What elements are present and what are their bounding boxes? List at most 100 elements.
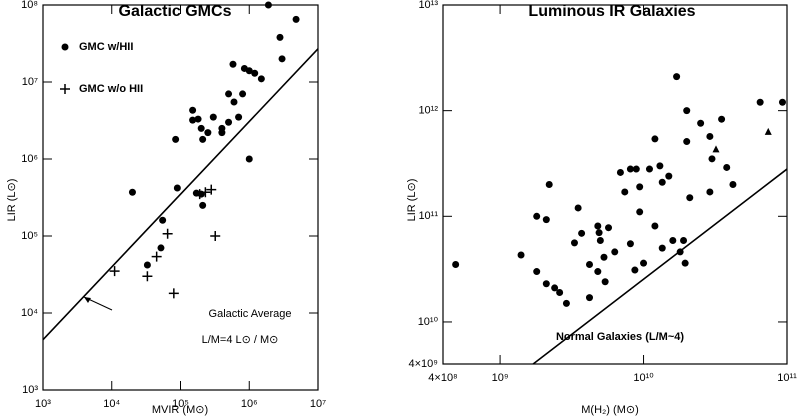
data-point bbox=[578, 229, 586, 237]
x-tick-label: 10¹⁰ bbox=[633, 372, 654, 384]
data-point bbox=[680, 237, 688, 245]
annotation: L/M=4 L⊙ / M⊙ bbox=[202, 334, 279, 346]
data-point bbox=[292, 15, 300, 23]
data-point bbox=[545, 181, 553, 188]
data-point bbox=[151, 251, 162, 262]
data-point bbox=[686, 194, 694, 202]
data-point bbox=[159, 216, 167, 224]
data-point bbox=[240, 64, 248, 72]
data-point bbox=[189, 106, 197, 114]
chart-title: Luminous IR Galaxies bbox=[528, 3, 695, 20]
data-point bbox=[225, 90, 233, 98]
data-point bbox=[636, 183, 644, 191]
data-point bbox=[157, 244, 165, 252]
data-point bbox=[723, 163, 731, 171]
data-point bbox=[239, 90, 247, 98]
y-tick-label: 10¹³ bbox=[418, 0, 438, 11]
data-point bbox=[756, 98, 764, 106]
plot-frame bbox=[442, 4, 788, 365]
data-point bbox=[517, 251, 525, 259]
y-tick-label: 4×10⁹ bbox=[409, 358, 439, 370]
data-point bbox=[143, 261, 151, 269]
data-point bbox=[651, 135, 659, 143]
legend-marker bbox=[60, 84, 70, 94]
x-tick-label: 10⁴ bbox=[103, 398, 120, 410]
data-point bbox=[173, 184, 181, 192]
x-tick-label: 10⁶ bbox=[241, 398, 258, 410]
plot-frame bbox=[42, 4, 319, 391]
data-point bbox=[626, 240, 634, 248]
x-tick-label: 10⁷ bbox=[310, 398, 326, 410]
y-tick-label: 10⁷ bbox=[22, 76, 38, 88]
data-point bbox=[605, 224, 613, 232]
y-axis-label: LIR (L⊙) bbox=[406, 179, 418, 222]
data-point bbox=[697, 119, 705, 127]
data-point bbox=[257, 75, 265, 83]
annotation: Galactic Average bbox=[209, 308, 292, 320]
data-point bbox=[142, 271, 153, 282]
data-point bbox=[189, 116, 197, 124]
legend-marker bbox=[61, 43, 69, 51]
data-point bbox=[651, 222, 659, 230]
data-point bbox=[218, 129, 226, 137]
data-point bbox=[574, 204, 582, 212]
data-point bbox=[600, 253, 608, 261]
data-point bbox=[197, 124, 205, 132]
data-point bbox=[729, 181, 737, 188]
data-point bbox=[665, 172, 673, 180]
data-point bbox=[162, 228, 173, 239]
data-point bbox=[542, 216, 550, 224]
data-point bbox=[656, 162, 664, 170]
data-point bbox=[542, 280, 550, 288]
chart-title: Galactic GMCs bbox=[119, 3, 232, 20]
data-point bbox=[562, 299, 570, 307]
x-axis-label: M(H₂) (M⊙) bbox=[581, 404, 638, 416]
data-point bbox=[718, 115, 726, 123]
data-point bbox=[209, 113, 217, 121]
data-point bbox=[172, 135, 180, 143]
y-tick-label: 10¹² bbox=[418, 105, 438, 117]
x-tick-label: 10⁹ bbox=[492, 372, 509, 384]
fit-line bbox=[532, 168, 788, 365]
data-point bbox=[706, 132, 714, 140]
data-point bbox=[533, 212, 541, 220]
y-tick-label: 10³ bbox=[22, 384, 38, 396]
data-point bbox=[585, 260, 593, 268]
data-point bbox=[533, 268, 541, 276]
y-tick-label: 10⁵ bbox=[21, 230, 38, 242]
legend-label: GMC w/o HII bbox=[79, 83, 143, 95]
data-point bbox=[706, 188, 714, 196]
data-point bbox=[199, 201, 207, 209]
data-point bbox=[229, 60, 237, 68]
data-point bbox=[681, 259, 689, 267]
x-tick-label: 10³ bbox=[35, 398, 51, 410]
fit-line bbox=[42, 48, 319, 341]
data-point bbox=[658, 244, 666, 252]
y-tick-label: 10⁸ bbox=[21, 0, 38, 11]
data-point bbox=[669, 237, 677, 245]
data-point bbox=[631, 266, 639, 274]
data-point bbox=[194, 115, 202, 123]
data-point bbox=[585, 294, 593, 302]
data-point bbox=[626, 165, 634, 173]
data-point bbox=[570, 239, 578, 247]
data-point bbox=[645, 165, 653, 173]
data-point bbox=[194, 189, 205, 200]
y-axis-label: LIR (L⊙) bbox=[6, 179, 18, 222]
x-axis-label: MVIR (M⊙) bbox=[152, 404, 208, 416]
data-point bbox=[245, 155, 253, 163]
data-point bbox=[128, 188, 136, 196]
data-point bbox=[206, 184, 217, 195]
data-point bbox=[200, 187, 211, 198]
data-point bbox=[556, 289, 564, 297]
data-point bbox=[251, 69, 259, 77]
x-tick-label: 4×10⁸ bbox=[428, 372, 457, 384]
data-point bbox=[235, 113, 243, 121]
data-point bbox=[276, 33, 284, 41]
data-point bbox=[708, 155, 716, 163]
y-tick-label: 10⁴ bbox=[21, 307, 38, 319]
annotation: Normal Galaxies (L/M~4) bbox=[556, 331, 684, 343]
data-point bbox=[230, 98, 238, 106]
